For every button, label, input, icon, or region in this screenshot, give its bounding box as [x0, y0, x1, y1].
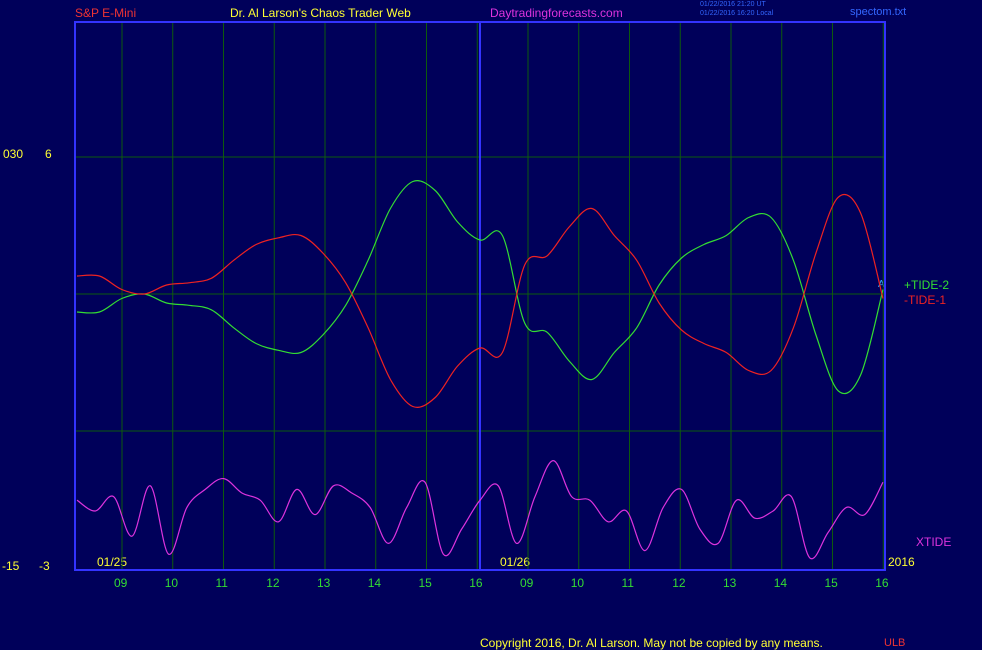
x-tick-label: 11 — [621, 576, 634, 590]
y-label-lower-outer: -15 — [2, 559, 20, 573]
site-label[interactable]: Daytradingforecasts.com — [490, 6, 623, 20]
file-label: spectom.txt — [850, 6, 907, 18]
x-tick-label: 10 — [570, 576, 585, 590]
x-tick-label: 12 — [672, 576, 686, 590]
x-tick-label: 09 — [114, 576, 128, 590]
x-tick-label: 10 — [164, 576, 179, 590]
x-tick-label: 16 — [469, 576, 483, 590]
chart-title: Dr. Al Larson's Chaos Trader Web — [230, 6, 411, 20]
y-label-upper-inner: 6 — [45, 147, 52, 161]
x-tick-label: 11 — [215, 576, 228, 590]
legend-xtide: XTIDE — [916, 535, 952, 549]
x-tick-label: 13 — [317, 576, 331, 590]
date-label-2: 01/26 — [500, 555, 531, 569]
x-tick-label: 09 — [520, 576, 534, 590]
timestamp-local: 01/22/2016 16:20 Local — [700, 10, 774, 17]
x-tick-label: 13 — [723, 576, 737, 590]
year-label: 2016 — [888, 555, 915, 569]
tide1-line — [76, 193, 884, 408]
y-label-lower-inner: -3 — [39, 559, 50, 573]
copyright: Copyright 2016, Dr. Al Larson. May not b… — [480, 636, 823, 650]
x-tick-label: 14 — [367, 576, 382, 590]
end-marker: A — [878, 279, 885, 290]
xtide-line — [76, 459, 884, 560]
x-tick-label: 14 — [773, 576, 788, 590]
instrument-label: S&P E-Mini — [75, 6, 137, 20]
x-tick-label: 15 — [418, 576, 432, 590]
legend-tide1: -TIDE-1 — [904, 293, 946, 307]
y-label-upper-outer: 030 — [3, 147, 24, 161]
footer-mark: ULB — [884, 637, 906, 649]
timestamp-ut: 01/22/2016 21:20 UT — [700, 1, 766, 8]
tide2-line — [76, 180, 884, 395]
x-tick-label: 12 — [266, 576, 280, 590]
date-label-1: 01/25 — [97, 555, 128, 569]
x-tick-label: 16 — [875, 576, 889, 590]
legend-tide2: +TIDE-2 — [904, 278, 950, 292]
x-tick-label: 15 — [824, 576, 838, 590]
